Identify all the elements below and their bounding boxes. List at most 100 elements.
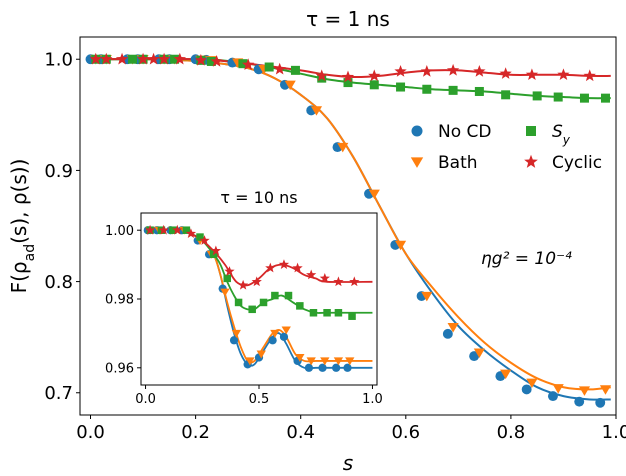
main-bath-marker [421,291,433,302]
main-sy-marker [579,93,589,103]
main-y-tick-label: 0.7 [44,383,73,404]
inset-plot-area [143,224,373,372]
inset-sy-marker [334,309,343,317]
main-title: τ = 1 ns [306,7,390,31]
inset-cyclic-marker [158,224,169,235]
inset-bath-marker [333,357,344,366]
main-bath-marker [284,80,296,91]
main-bath-marker [310,106,323,116]
main-cyclic-markers [89,52,596,83]
legend-item-bath: Bath [410,153,478,173]
main-cyclic-marker [525,68,539,81]
inset-cyclic-marker [349,276,360,287]
main-cyclic-marker [315,69,328,82]
main-cyclic-marker [194,53,208,66]
main-nocd-marker [574,396,585,407]
main-cyclic-marker [157,52,171,65]
legend-label-bath: Bath [438,153,478,173]
main-cyclic-marker [147,52,160,65]
inset-cyclic-marker [237,279,249,290]
main-sy-marker [264,62,274,72]
main-sy-marker [206,56,216,66]
coupling-annotation: ηg² = 10⁻⁴ [481,249,572,269]
inset-bath-marker [231,329,241,338]
main-cyclic-marker [473,64,486,77]
main-cyclic-marker [241,58,255,71]
main-x-tick-label: 0.4 [286,422,315,443]
main-sy-marker [448,85,458,95]
main-sy-marker [553,92,563,102]
inset-cyclic-marker [292,262,303,273]
main-bath-marker [394,240,407,251]
main-bath-marker [500,369,512,380]
main-sy-marker [128,54,138,64]
main-cyclic-marker [420,64,433,77]
main-sy-marker [369,80,379,90]
main-x-tick-label: 0.6 [391,422,420,443]
main-x-tick-label: 0.0 [76,422,105,443]
main-nocd-marker [469,351,480,362]
main-cyclic-marker [115,52,129,65]
main-bath-marker [526,378,538,389]
main-sy-marker [474,86,484,96]
inset-cyclic-marker [172,224,183,235]
inset-sy-marker [169,226,177,234]
main-sy-marker [501,90,511,100]
main-cyclic-marker [341,70,355,83]
main-sy-marker [170,54,180,64]
inset-cyclic-marker [333,276,344,287]
legend-marker-nocd [411,125,423,137]
main-bath-curve [90,58,611,391]
main-bath-marker [552,384,564,394]
inset-y-tick-label: 0.96 [105,361,134,376]
legend-label-cyclic: Cyclic [552,153,602,173]
inset-bath-marker [270,329,280,338]
inset-bath-marker [295,353,305,362]
main-bath-marker [337,142,349,153]
main-bath-marker [368,189,380,200]
inset-bath-marker [256,350,266,359]
inset-sy-marker [296,302,304,310]
inset-sy-marker [271,291,279,300]
inset-sy-marker [234,298,243,307]
legend-marker-cyclic [524,154,538,168]
inset-cyclic-marker [265,262,276,273]
inset-sy-marker [248,305,256,314]
main-sy-marker [600,93,610,103]
inset-sy-marker [196,233,204,241]
inset-sy-marker [284,291,293,300]
main-cyclic-marker [210,54,223,67]
main-sy-marker [290,65,300,75]
inset-cyclic-marker [278,259,290,269]
inset-cyclic-marker [224,266,235,276]
main-cyclic-marker [446,63,460,76]
inset-sy-marker [182,226,191,234]
inset-nocd-marker [318,363,327,372]
main-x-tick-label: 1.0 [602,422,626,443]
inset-nocd-marker [279,332,289,341]
main-cyclic-marker [557,68,570,81]
legend: No CD Bath Sy Cyclic [410,122,602,173]
main-nocd-marker [595,397,606,408]
main-y-tick-label: 0.9 [44,161,73,182]
inset-nocd-marker [343,363,352,372]
main-sy-marker [422,84,432,94]
main-x-tick-label: 0.8 [497,422,526,443]
legend-item-nocd: No CD [411,122,491,142]
main-sy-marker [396,82,406,92]
inset-bath-marker [281,326,291,335]
main-cyclic-marker [583,69,596,82]
main-sy-marker [532,91,542,101]
inset-bath-marker [245,357,255,366]
inset-cyclic-marker [319,272,330,283]
main-sy-marker [238,59,248,69]
inset-title: τ = 10 ns [220,188,297,207]
inset-cyclic-marker [144,224,156,235]
inset-axis-ticks: 0.0 0.5 1.0 0.96 0.98 1.00 [105,224,383,407]
main-bath-marker [473,348,485,359]
legend-marker-bath [410,157,424,168]
main-cyclic-marker [499,67,512,79]
inset-nocd-marker [304,363,314,372]
main-nocd-marker [521,384,532,395]
